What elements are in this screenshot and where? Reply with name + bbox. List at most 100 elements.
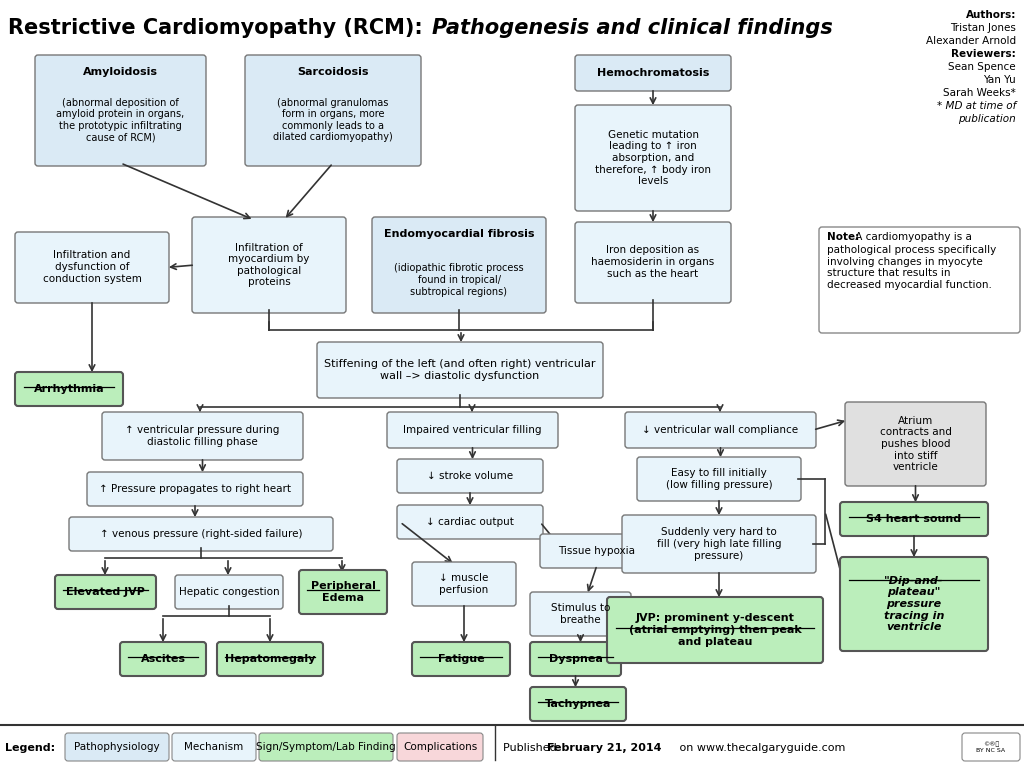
FancyBboxPatch shape [35,55,206,166]
FancyBboxPatch shape [530,687,626,721]
FancyBboxPatch shape [412,562,516,606]
Text: ↓ stroke volume: ↓ stroke volume [427,471,513,481]
FancyBboxPatch shape [575,105,731,211]
FancyBboxPatch shape [175,575,283,609]
FancyBboxPatch shape [845,402,986,486]
FancyBboxPatch shape [317,342,603,398]
Text: Hemochromatosis: Hemochromatosis [597,68,710,78]
FancyBboxPatch shape [575,55,731,91]
FancyBboxPatch shape [397,459,543,493]
Text: Elevated JVP: Elevated JVP [67,587,145,597]
Text: Dyspnea: Dyspnea [549,654,602,664]
FancyBboxPatch shape [625,412,816,448]
FancyBboxPatch shape [397,733,483,761]
Text: Tissue hypoxia: Tissue hypoxia [558,546,636,556]
Text: pathological process specifically
involving changes in myocyte
structure that re: pathological process specifically involv… [827,245,996,290]
Text: ↑ venous pressure (right-sided failure): ↑ venous pressure (right-sided failure) [99,529,302,539]
Text: Infiltration of
myocardium by
pathological
proteins: Infiltration of myocardium by pathologic… [228,243,309,287]
Text: Tristan Jones: Tristan Jones [950,23,1016,33]
FancyBboxPatch shape [245,55,421,166]
FancyBboxPatch shape [819,227,1020,333]
FancyBboxPatch shape [299,570,387,614]
Text: on www.thecalgaryguide.com: on www.thecalgaryguide.com [676,743,846,753]
Text: Sarah Weeks*: Sarah Weeks* [943,88,1016,98]
Text: Restrictive Cardiomyopathy (RCM):: Restrictive Cardiomyopathy (RCM): [8,18,430,38]
Text: ↑ ventricular pressure during
diastolic filling phase: ↑ ventricular pressure during diastolic … [125,425,280,447]
Text: Sign/Symptom/Lab Finding: Sign/Symptom/Lab Finding [256,742,396,752]
Text: Pathophysiology: Pathophysiology [74,742,160,752]
FancyBboxPatch shape [622,515,816,573]
FancyBboxPatch shape [397,505,543,539]
Text: (abnormal deposition of
amyloid protein in organs,
the prototypic infiltrating
c: (abnormal deposition of amyloid protein … [56,98,184,142]
Text: Hepatic congestion: Hepatic congestion [178,587,280,597]
FancyBboxPatch shape [172,733,256,761]
Text: * MD at time of: * MD at time of [937,101,1016,111]
Text: ↓ muscle
perfusion: ↓ muscle perfusion [439,573,488,594]
Text: (abnormal granulomas
form in organs, more
commonly leads to a
dilated cardiomyop: (abnormal granulomas form in organs, mor… [273,98,393,142]
Text: Atrium
contracts and
pushes blood
into stiff
ventricle: Atrium contracts and pushes blood into s… [880,415,951,472]
Text: Suddenly very hard to
fill (very high late filling
pressure): Suddenly very hard to fill (very high la… [656,528,781,561]
Text: Note:: Note: [827,232,859,242]
Text: Impaired ventricular filling: Impaired ventricular filling [403,425,542,435]
Text: Amyloidosis: Amyloidosis [83,67,158,77]
FancyBboxPatch shape [387,412,558,448]
Text: Complications: Complications [402,742,477,752]
Text: ©®Ⓢ
BY NC SA: ©®Ⓢ BY NC SA [977,741,1006,753]
Text: ↓ ventricular wall compliance: ↓ ventricular wall compliance [642,425,799,435]
FancyBboxPatch shape [530,642,621,676]
Text: Fatigue: Fatigue [437,654,484,664]
FancyBboxPatch shape [840,502,988,536]
Text: Endomyocardial fibrosis: Endomyocardial fibrosis [384,229,535,239]
Text: JVP: prominent y-descent
(atrial emptying) then peak
and plateau: JVP: prominent y-descent (atrial emptyin… [629,614,802,647]
Text: Genetic mutation
leading to ↑ iron
absorption, and
therefore, ↑ body iron
levels: Genetic mutation leading to ↑ iron absor… [595,130,711,186]
FancyBboxPatch shape [120,642,206,676]
Text: Sean Spence: Sean Spence [948,62,1016,72]
FancyBboxPatch shape [637,457,801,501]
Text: Peripheral
Edema: Peripheral Edema [310,581,376,603]
Text: Mechanism: Mechanism [184,742,244,752]
FancyBboxPatch shape [217,642,323,676]
FancyBboxPatch shape [372,217,546,313]
Text: (idiopathic fibrotic process
found in tropical/
subtropical regions): (idiopathic fibrotic process found in tr… [394,263,524,296]
FancyBboxPatch shape [102,412,303,460]
Text: Hepatomegaly: Hepatomegaly [225,654,315,664]
Text: Stiffening of the left (and often right) ventricular
wall –> diastolic dysfuncti: Stiffening of the left (and often right)… [325,359,596,381]
FancyBboxPatch shape [840,557,988,651]
Text: Tachypnea: Tachypnea [545,699,611,709]
Text: Legend:: Legend: [5,743,55,753]
Text: A cardiomyopathy is a: A cardiomyopathy is a [852,232,972,242]
FancyBboxPatch shape [575,222,731,303]
Text: Sarcoidosis: Sarcoidosis [297,67,369,77]
Text: Authors:: Authors: [966,10,1016,20]
Text: Infiltration and
dysfunction of
conduction system: Infiltration and dysfunction of conducti… [43,250,141,283]
Text: Easy to fill initially
(low filling pressure): Easy to fill initially (low filling pres… [666,468,772,490]
FancyBboxPatch shape [259,733,393,761]
FancyBboxPatch shape [87,472,303,506]
Text: Pathogenesis and clinical findings: Pathogenesis and clinical findings [432,18,833,38]
FancyBboxPatch shape [412,642,510,676]
FancyBboxPatch shape [540,534,654,568]
FancyBboxPatch shape [530,592,631,636]
FancyBboxPatch shape [55,575,156,609]
Text: publication: publication [958,114,1016,124]
Text: Yan Yu: Yan Yu [983,75,1016,85]
Text: Alexander Arnold: Alexander Arnold [926,36,1016,46]
FancyBboxPatch shape [15,232,169,303]
Text: Published: Published [503,743,560,753]
Text: S4 heart sound: S4 heart sound [866,514,962,524]
Text: Stimulus to
breathe: Stimulus to breathe [551,603,610,625]
Text: ↑ Pressure propagates to right heart: ↑ Pressure propagates to right heart [99,484,291,494]
FancyBboxPatch shape [962,733,1020,761]
Text: Arrhythmia: Arrhythmia [34,384,104,394]
FancyBboxPatch shape [15,372,123,406]
FancyBboxPatch shape [607,597,823,663]
Text: February 21, 2014: February 21, 2014 [547,743,662,753]
FancyBboxPatch shape [65,733,169,761]
FancyBboxPatch shape [193,217,346,313]
Text: Ascites: Ascites [140,654,185,664]
Text: "Dip-and-
plateau"
pressure
tracing in
ventricle: "Dip-and- plateau" pressure tracing in v… [884,576,944,632]
Text: Iron deposition as
haemosiderin in organs
such as the heart: Iron deposition as haemosiderin in organ… [592,246,715,279]
Text: Reviewers:: Reviewers: [951,49,1016,59]
FancyBboxPatch shape [69,517,333,551]
Text: ↓ cardiac output: ↓ cardiac output [426,517,514,527]
